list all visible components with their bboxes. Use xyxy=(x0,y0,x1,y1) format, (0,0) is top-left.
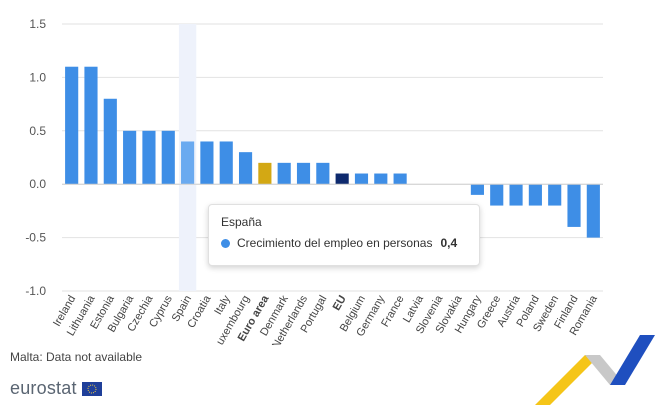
tooltip: España Crecimiento del empleo en persona… xyxy=(208,204,480,266)
bar[interactable] xyxy=(490,184,504,206)
bar[interactable] xyxy=(316,162,330,185)
decorative-chevron-icon xyxy=(535,335,655,405)
bar[interactable] xyxy=(528,184,542,206)
bar[interactable] xyxy=(258,162,272,185)
bar[interactable] xyxy=(103,98,117,185)
tooltip-series-label: Crecimiento del empleo en personas xyxy=(237,236,433,250)
tooltip-series-dot xyxy=(221,238,230,248)
bar[interactable] xyxy=(586,184,600,238)
tooltip-title: España xyxy=(221,215,262,229)
bar[interactable] xyxy=(470,184,484,195)
bar[interactable] xyxy=(238,152,253,185)
bar[interactable] xyxy=(567,184,581,227)
bar[interactable] xyxy=(296,162,311,185)
bar[interactable] xyxy=(123,130,137,185)
bar[interactable] xyxy=(219,141,233,185)
bar[interactable] xyxy=(548,184,562,206)
bar[interactable] xyxy=(142,130,156,185)
y-tick-label: -0.5 xyxy=(25,231,46,245)
bar[interactable] xyxy=(65,66,79,185)
logo-text: eurostat xyxy=(10,378,77,398)
bar[interactable] xyxy=(161,130,175,185)
bar[interactable] xyxy=(277,162,291,185)
tooltip-value: 0,4 xyxy=(440,236,458,250)
bar[interactable] xyxy=(84,66,98,185)
bar[interactable] xyxy=(374,173,388,185)
footnote: Malta: Data not available xyxy=(10,350,143,364)
bar[interactable] xyxy=(200,141,214,185)
bar[interactable] xyxy=(335,173,349,185)
bar[interactable] xyxy=(509,184,523,206)
y-tick-label: 1.5 xyxy=(29,17,46,31)
y-tick-label: 0.0 xyxy=(29,177,46,191)
x-axis-ticks: IrelandLithuaniaEstoniaBulgariaCzechiaCy… xyxy=(51,293,600,345)
bar[interactable] xyxy=(354,173,369,185)
bar[interactable] xyxy=(181,141,195,185)
y-tick-label: -1.0 xyxy=(25,284,46,298)
bar[interactable] xyxy=(393,173,407,185)
eu-flag-icon xyxy=(81,381,102,396)
x-tick-label: EU xyxy=(331,293,349,312)
y-axis-ticks: 1.5 1.0 0.5 0.0 -0.5 -1.0 xyxy=(25,17,46,298)
bar-chart: 1.5 1.0 0.5 0.0 -0.5 -1.0 IrelandLithuaniaEst… xyxy=(25,17,603,345)
y-tick-label: 0.5 xyxy=(29,124,46,138)
eurostat-logo: eurostat xyxy=(10,378,102,399)
tooltip-row: Crecimiento del empleo en personas 0,4 xyxy=(221,236,467,250)
bars xyxy=(62,66,603,238)
y-tick-label: 1.0 xyxy=(29,70,46,84)
